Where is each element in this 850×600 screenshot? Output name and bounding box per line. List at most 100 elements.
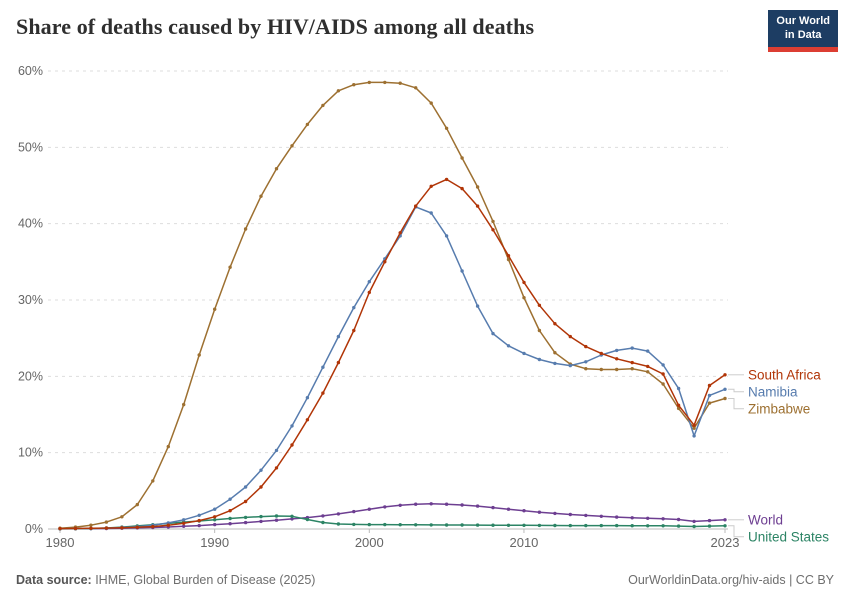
data-point — [135, 502, 139, 507]
data-point — [630, 346, 634, 350]
data-point — [104, 520, 109, 524]
data-point — [58, 526, 62, 531]
data-point — [646, 370, 650, 374]
data-point — [243, 227, 248, 231]
y-axis-tick-labels: 0% 10% 20% 30% 40% 50% 60% — [18, 64, 43, 536]
data-point — [491, 523, 495, 527]
x-tick-label: 1990 — [200, 535, 229, 550]
data-point — [305, 517, 310, 522]
data-point — [522, 523, 526, 527]
data-point — [630, 367, 634, 371]
data-point — [120, 515, 124, 519]
data-point — [228, 509, 232, 513]
data-point — [460, 523, 464, 527]
data-point — [707, 524, 712, 528]
series-line-united-states[interactable] — [59, 515, 726, 530]
data-point — [89, 526, 93, 530]
data-point — [228, 497, 232, 501]
data-point — [166, 444, 170, 449]
data-point — [444, 177, 449, 182]
data-point — [259, 194, 263, 198]
data-point — [429, 184, 433, 188]
legend-label-world[interactable]: World — [748, 512, 783, 527]
legend-label-south-africa[interactable]: South Africa — [748, 367, 821, 382]
data-point — [723, 373, 727, 377]
data-point — [630, 360, 634, 365]
data-point — [120, 526, 124, 530]
data-point — [367, 80, 371, 85]
data-point — [491, 331, 495, 336]
data-point — [182, 524, 186, 528]
data-point — [615, 357, 619, 361]
data-point — [151, 524, 155, 529]
series-line-zimbabwe[interactable] — [59, 81, 726, 529]
data-point — [676, 386, 681, 391]
data-point — [444, 523, 449, 527]
owid-url-license-link[interactable]: OurWorldinData.org/hiv-aids | CC BY — [628, 573, 834, 587]
data-point — [213, 518, 217, 522]
y-tick-label: 50% — [18, 140, 43, 154]
data-point — [352, 509, 356, 514]
data-point — [553, 511, 557, 516]
legend-label-zimbabwe[interactable]: Zimbabwe — [748, 401, 810, 416]
series-zimbabwe[interactable] — [58, 80, 727, 530]
hiv-deaths-share-line-chart[interactable]: 0% 10% 20% 30% 40% 50% 60% 1980 1990 2000 2010 2023… — [0, 58, 850, 563]
data-point — [615, 348, 619, 353]
owid-logo-line2: in Data — [784, 28, 822, 41]
series-line-namibia[interactable] — [59, 206, 726, 530]
data-point — [568, 334, 572, 339]
data-point — [491, 219, 495, 224]
chart-title: Share of deaths caused by HIV/AIDS among… — [16, 14, 535, 39]
series-united-states[interactable] — [58, 514, 727, 531]
data-point — [584, 523, 588, 528]
series-line-south-africa[interactable] — [59, 178, 726, 530]
data-point — [274, 514, 279, 518]
data-point — [676, 403, 681, 407]
data-point — [259, 468, 263, 472]
series-namibia[interactable] — [58, 205, 727, 531]
data-point — [661, 382, 665, 386]
data-point — [429, 101, 433, 105]
data-point — [723, 524, 727, 528]
owid-logo-line1: Our World — [776, 15, 830, 27]
data-point — [182, 521, 186, 525]
data-point — [321, 391, 325, 395]
data-point — [553, 523, 557, 528]
data-point — [274, 448, 279, 453]
data-point — [707, 393, 712, 398]
data-point — [228, 265, 232, 269]
legend-label-united-states[interactable]: United States — [748, 529, 829, 544]
data-point — [398, 231, 402, 235]
series-south-africa[interactable] — [58, 177, 727, 531]
data-point — [615, 367, 619, 372]
y-tick-label: 40% — [18, 217, 43, 231]
owid-logo[interactable]: Our World in Data — [768, 10, 838, 52]
data-point — [182, 518, 186, 522]
data-point — [336, 334, 341, 339]
data-point — [661, 524, 665, 528]
data-point — [274, 466, 279, 470]
y-tick-label: 30% — [18, 293, 43, 307]
series-line-world[interactable] — [60, 503, 726, 530]
data-point — [197, 523, 201, 528]
data-point — [537, 523, 542, 528]
data-point — [506, 344, 511, 348]
data-point — [692, 519, 696, 524]
data-point — [506, 254, 511, 258]
data-point — [367, 290, 371, 295]
legend-label-namibia[interactable]: Namibia — [748, 384, 798, 399]
data-point — [537, 303, 542, 307]
data-point — [213, 307, 217, 311]
data-point — [197, 353, 201, 357]
data-point — [553, 361, 557, 366]
data-point — [692, 434, 696, 438]
data-point — [460, 156, 464, 160]
data-point — [213, 507, 217, 511]
data-point — [367, 522, 371, 527]
data-point — [352, 83, 356, 87]
data-point — [630, 516, 634, 520]
data-point — [522, 296, 526, 300]
data-point — [89, 523, 93, 527]
data-point — [104, 526, 109, 530]
data-point — [182, 402, 186, 407]
